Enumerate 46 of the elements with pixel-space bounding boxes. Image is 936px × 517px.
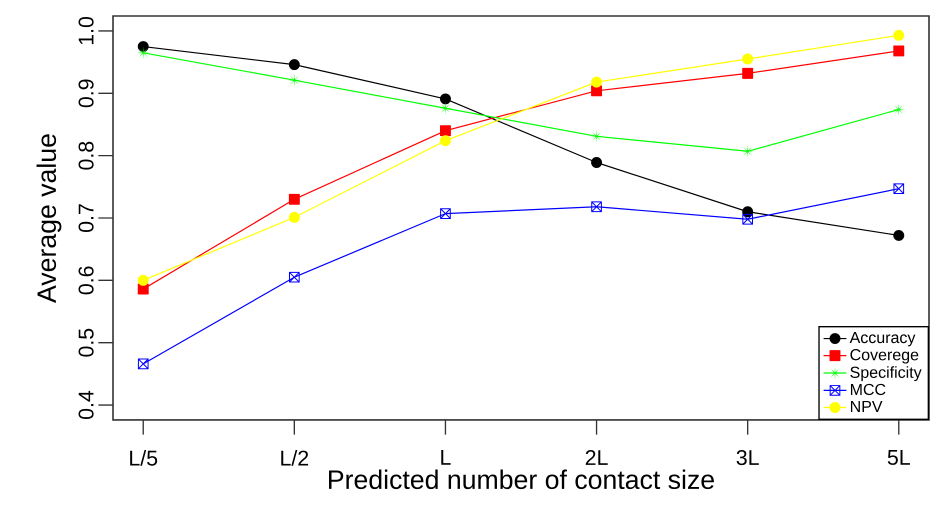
legend-label: Specificity — [850, 366, 922, 382]
x-axis-title: Predicted number of contact size — [329, 470, 714, 490]
y-tick-label: 0.9 — [78, 79, 94, 108]
y-tick-label: 0.6 — [78, 266, 94, 294]
point — [440, 208, 451, 219]
point — [893, 30, 904, 41]
point — [138, 41, 149, 52]
x-tick-label: L — [441, 450, 451, 465]
point — [591, 157, 602, 168]
point — [742, 54, 754, 64]
point — [591, 201, 602, 212]
legend-label: NPV — [850, 400, 882, 412]
point — [440, 125, 451, 136]
x-tick-label: L/5 — [130, 450, 158, 466]
y-tick-label: 0.4 — [78, 390, 94, 420]
point — [138, 358, 149, 370]
x-tick-label: 2L — [586, 450, 608, 465]
point — [136, 46, 150, 60]
point — [288, 74, 302, 87]
point — [742, 214, 753, 225]
legend-label: MCC — [850, 384, 886, 396]
x-tick-label: 5L — [888, 450, 910, 465]
point — [440, 93, 451, 104]
point — [591, 85, 602, 96]
y-tick-label: 0.8 — [78, 142, 94, 170]
legend-label: Coverege — [850, 349, 918, 364]
point — [591, 76, 602, 88]
x-tick-label: 3L — [736, 450, 759, 466]
y-tick-label: 1.0 — [78, 16, 94, 44]
y-axis-title: Average value — [36, 134, 62, 303]
point — [289, 272, 300, 283]
y-tick-label: 0.5 — [78, 328, 94, 357]
point — [288, 212, 300, 223]
point — [288, 194, 300, 205]
point — [742, 68, 754, 79]
point — [138, 274, 149, 286]
point — [893, 45, 904, 56]
y-tick-label: 0.7 — [78, 204, 94, 232]
point — [438, 102, 452, 115]
point — [440, 135, 451, 146]
x-tick-label: L/2 — [281, 450, 308, 466]
point — [288, 59, 300, 70]
point — [893, 183, 904, 194]
point — [893, 230, 904, 241]
legend-label: Accuracy — [850, 332, 916, 346]
point — [741, 144, 754, 158]
